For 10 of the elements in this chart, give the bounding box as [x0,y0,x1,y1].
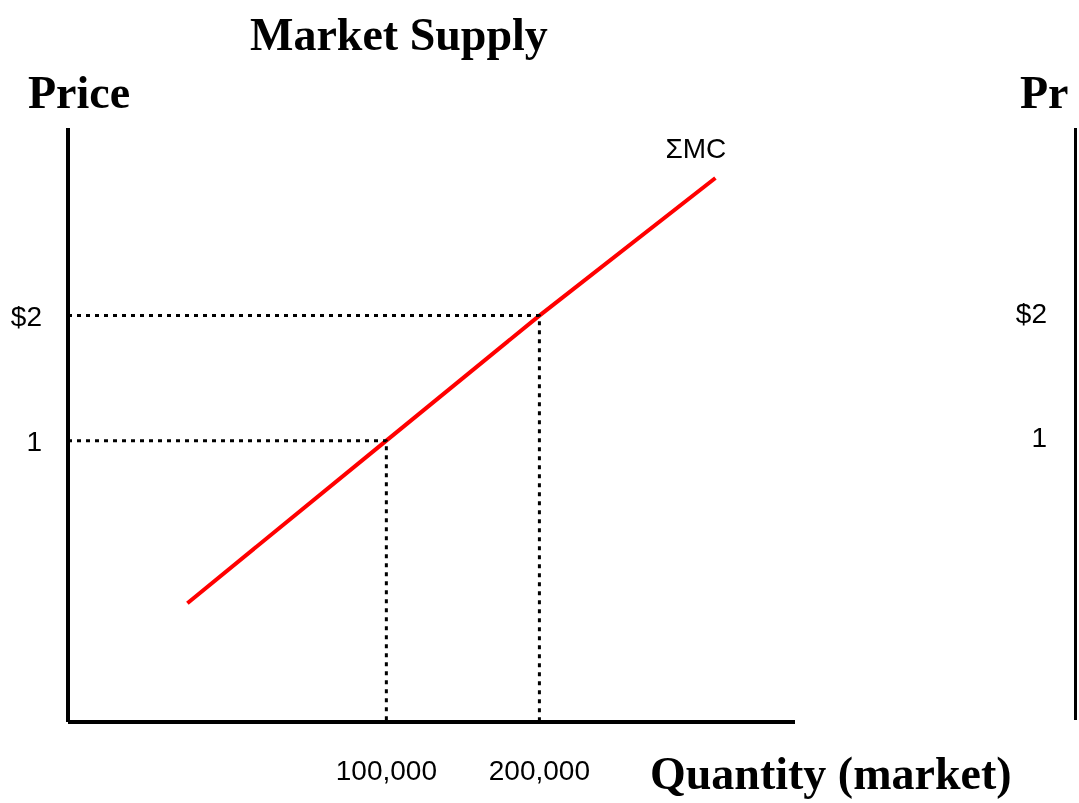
text: 1 [1031,422,1047,454]
x-axis-title: Quantity (market) [650,747,1012,800]
line-series [185,176,718,606]
x-tick-label: 200,000 [488,754,591,786]
text: Pr [1020,66,1069,119]
series-label: ΣMC [665,133,727,165]
y-axis-title: Price [28,66,131,119]
text: $2 [1015,298,1047,330]
x-tick-label: 100,000 [335,754,437,786]
chart-title: Market Supply [250,8,548,61]
